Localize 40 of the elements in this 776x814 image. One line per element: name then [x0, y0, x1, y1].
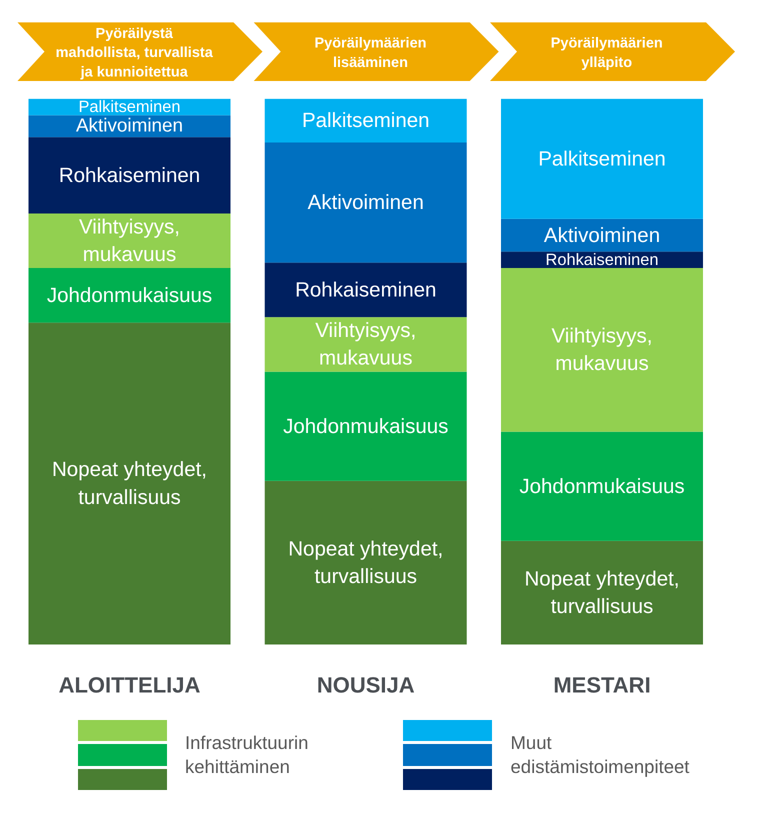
text: Rohkaiseminen	[295, 278, 436, 302]
series-label: Aktivoiminen	[76, 116, 184, 137]
bar	[264, 98, 467, 143]
bar	[28, 322, 230, 644]
text: Nopeat yhteydet, turvallisuus	[524, 567, 680, 618]
text: Rohkaiseminen	[58, 164, 200, 187]
series-label: Viihtyisyys, mukavuus	[78, 215, 180, 266]
text: Infrastruktuurin kehittäminen	[185, 730, 308, 779]
bar	[501, 540, 703, 644]
x-tick-label: ALOITTELIJA	[58, 672, 200, 698]
series-label: Palkitseminen	[78, 98, 181, 116]
text: Johdonmukaisuus	[283, 414, 448, 438]
text: Johdonmukaisuus	[519, 474, 685, 498]
bar	[264, 142, 467, 263]
series-label: Johdonmukaisuus	[46, 284, 212, 307]
text: Nopeat yhteydet, turvallisuus	[288, 537, 444, 588]
text: Aktivoiminen	[308, 191, 424, 214]
bar	[264, 317, 467, 372]
bar	[501, 268, 703, 432]
text: Pyöräilymäärien ylläpito	[550, 36, 663, 71]
bar	[264, 372, 467, 481]
text: Aktivoiminen	[544, 224, 660, 247]
bar	[264, 262, 467, 318]
bar	[501, 432, 703, 541]
text: Viihtyisyys, mukavuus	[315, 319, 416, 370]
x-tick-label: NOUSIJA	[316, 672, 415, 698]
text: Pyöräilystä mahdollista, turvallista ja kunnioitettua	[56, 26, 214, 80]
bar	[28, 268, 230, 323]
series-label: Rohkaiseminen	[546, 250, 658, 269]
bar	[28, 137, 230, 214]
x-tick-label: MESTARI	[553, 672, 651, 698]
bar	[264, 480, 467, 644]
text: Viihtyisyys, mukavuus	[551, 324, 653, 376]
text: Palkitseminen	[538, 147, 666, 170]
series-label: Nopeat yhteydet, turvallisuus	[52, 458, 208, 509]
bar	[501, 98, 703, 219]
text: Muut edistämistoimenpiteet	[510, 730, 690, 779]
text: Pyöräilymäärien lisääminen	[314, 36, 427, 71]
bar	[28, 213, 230, 268]
text: Palkitseminen	[302, 109, 430, 132]
